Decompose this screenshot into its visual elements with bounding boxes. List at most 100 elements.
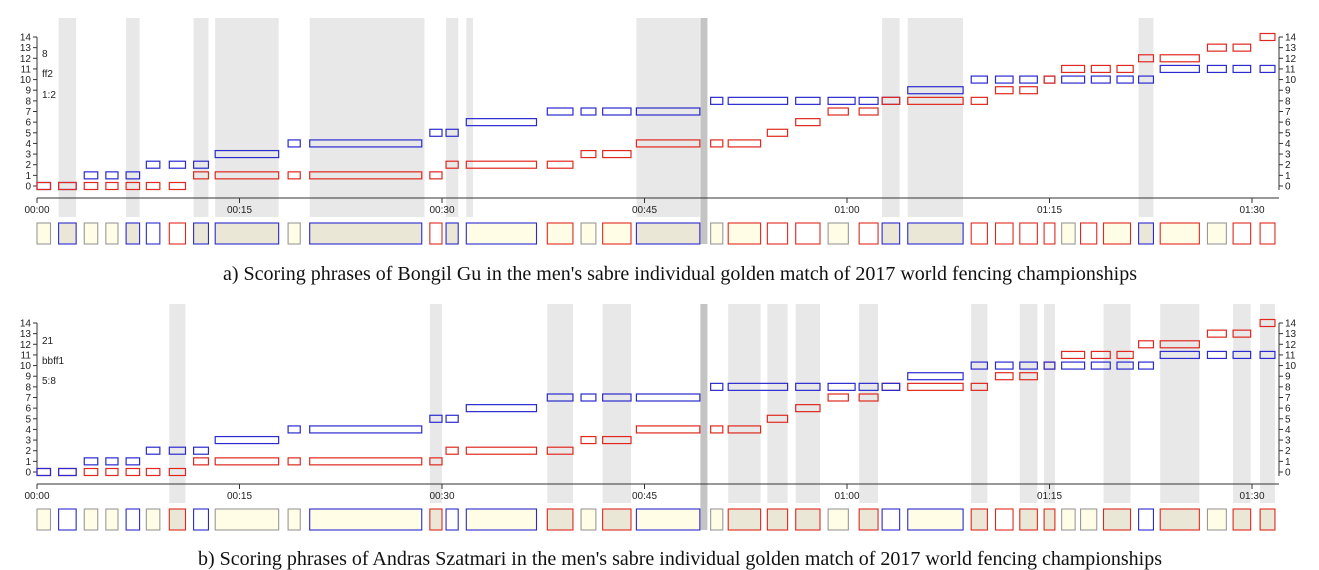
y-tick-label-left: 7 bbox=[25, 393, 31, 404]
y-tick-label-left: 10 bbox=[20, 361, 32, 372]
score-mark-red bbox=[57, 467, 77, 477]
phrase-box bbox=[287, 222, 301, 245]
score-mark-blue bbox=[309, 139, 423, 148]
score-mark-red bbox=[1090, 350, 1111, 360]
score-mark-red bbox=[1206, 43, 1227, 52]
info-line: ff2 bbox=[42, 69, 53, 80]
score-mark-red bbox=[309, 171, 423, 180]
score-mark-blue bbox=[168, 160, 187, 169]
info-line: 21 bbox=[42, 336, 54, 347]
score-mark-blue bbox=[287, 425, 301, 434]
midpoint-marker bbox=[700, 18, 708, 244]
phrase-box bbox=[36, 508, 52, 531]
score-mark-blue bbox=[193, 160, 210, 169]
highlight-band bbox=[309, 18, 425, 217]
phrase-box bbox=[1259, 222, 1276, 245]
score-mark-red bbox=[168, 467, 187, 477]
y-tick-label-right: 1 bbox=[1285, 457, 1291, 468]
phrase-box bbox=[214, 508, 280, 531]
phrase-box bbox=[710, 222, 724, 245]
phrase-box bbox=[907, 222, 964, 245]
phrase-box bbox=[445, 222, 459, 245]
score-mark-blue bbox=[795, 382, 821, 391]
highlight-band bbox=[58, 18, 77, 217]
score-mark-red bbox=[1137, 54, 1155, 63]
score-mark-red bbox=[287, 457, 301, 466]
x-tick-label: 01:30 bbox=[1239, 491, 1264, 502]
y-tick-label-right: 2 bbox=[1285, 446, 1291, 457]
score-mark-blue bbox=[710, 96, 724, 105]
y-tick-label-left: 5 bbox=[25, 414, 31, 425]
phrase-box bbox=[214, 222, 280, 245]
y-tick-label-left: 10 bbox=[20, 75, 32, 86]
y-tick-label-left: 8 bbox=[25, 382, 31, 393]
phrase-box bbox=[168, 222, 187, 245]
y-tick-label-right: 2 bbox=[1285, 160, 1291, 171]
phrase-box bbox=[602, 222, 632, 245]
y-tick-label-right: 6 bbox=[1285, 404, 1291, 415]
phrase-box bbox=[795, 222, 821, 245]
score-mark-red bbox=[1159, 54, 1200, 63]
score-mark-blue bbox=[465, 404, 538, 413]
score-mark-red bbox=[881, 96, 901, 105]
score-mark-red bbox=[710, 139, 724, 148]
x-tick-label: 01:00 bbox=[834, 491, 859, 502]
score-mark-blue bbox=[145, 160, 161, 169]
score-mark-blue bbox=[429, 414, 443, 423]
phrase-box bbox=[881, 222, 901, 245]
score-mark-blue bbox=[994, 75, 1014, 84]
phrase-box bbox=[858, 508, 879, 531]
score-mark-red bbox=[429, 171, 443, 180]
score-mark-blue bbox=[1206, 350, 1227, 360]
highlight-band bbox=[126, 18, 140, 217]
score-mark-red bbox=[907, 382, 964, 391]
x-tick-label: 01:00 bbox=[834, 205, 859, 216]
x-tick-label: 00:15 bbox=[227, 491, 252, 502]
y-tick-label-left: 1 bbox=[25, 171, 31, 182]
score-mark-blue bbox=[309, 425, 423, 434]
highlight-band bbox=[795, 304, 820, 503]
y-tick-label-right: 10 bbox=[1285, 361, 1297, 372]
x-tick-label: 00:00 bbox=[24, 205, 49, 216]
score-mark-red bbox=[881, 382, 901, 391]
score-mark-red bbox=[827, 107, 849, 116]
score-mark-blue bbox=[125, 457, 141, 466]
highlight-band bbox=[1260, 304, 1275, 503]
score-mark-blue bbox=[1043, 75, 1056, 84]
y-tick-label-right: 13 bbox=[1285, 329, 1297, 340]
phrase-box bbox=[602, 508, 632, 531]
y-tick-label-right: 0 bbox=[1285, 468, 1291, 479]
highlight-band bbox=[728, 304, 761, 503]
y-tick-label-left: 14 bbox=[20, 33, 32, 44]
score-mark-red bbox=[214, 457, 280, 466]
y-tick-label-left: 9 bbox=[25, 372, 31, 383]
score-mark-red bbox=[287, 171, 301, 180]
score-mark-blue bbox=[907, 86, 964, 95]
score-mark-blue bbox=[105, 457, 119, 466]
score-mark-blue bbox=[287, 139, 301, 148]
score-mark-red bbox=[445, 446, 459, 455]
phrase-box bbox=[58, 508, 77, 531]
score-mark-blue bbox=[125, 171, 141, 180]
y-tick-label-left: 4 bbox=[25, 425, 31, 436]
phrase-box bbox=[907, 508, 964, 531]
phrase-box bbox=[858, 222, 879, 245]
score-mark-red bbox=[970, 382, 989, 391]
score-mark-red bbox=[1137, 340, 1155, 349]
highlight-band bbox=[446, 18, 459, 217]
score-mark-blue bbox=[727, 96, 789, 105]
score-mark-red bbox=[727, 139, 762, 148]
phrase-box bbox=[1102, 222, 1132, 245]
highlight-band bbox=[466, 18, 474, 217]
phrase-box bbox=[465, 222, 538, 245]
y-tick-label-right: 11 bbox=[1285, 64, 1296, 75]
y-tick-label-right: 6 bbox=[1285, 118, 1291, 129]
y-tick-label-left: 0 bbox=[25, 182, 31, 193]
y-tick-label-left: 5 bbox=[25, 128, 31, 139]
y-tick-label-right: 14 bbox=[1285, 33, 1297, 44]
highlight-band bbox=[1103, 304, 1131, 503]
y-tick-label-right: 12 bbox=[1285, 340, 1297, 351]
phrase-box bbox=[970, 222, 988, 245]
